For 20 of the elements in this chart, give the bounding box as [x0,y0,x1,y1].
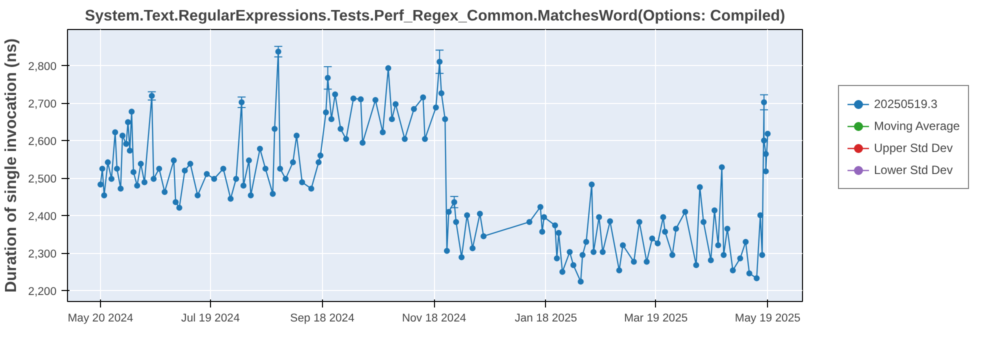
x-tick-label: Jul 19 2024 [181,312,240,324]
y-tick-label: 2,200 [28,286,57,298]
y-tick-label: 2,600 [28,136,57,148]
y-tick-label: 2,700 [28,98,57,110]
x-tick-label: Mar 19 2025 [624,312,688,324]
legend-label: Upper Std Dev [874,141,953,155]
x-tick-label: May 20 2024 [68,312,134,324]
legend-label: Moving Average [874,119,960,133]
x-tick-label: Nov 18 2024 [402,312,466,324]
y-axis-title: Duration of single invocation (ns) [3,38,20,293]
y-tick-label: 2,300 [28,248,57,260]
legend-label: 20250519.3 [874,97,938,111]
y-tick-label: 2,500 [28,173,57,186]
y-tick-label: 2,800 [28,60,57,73]
x-tick-label: Jan 18 2025 [514,312,578,324]
chart-title: System.Text.RegularExpressions.Tests.Perf_Regex_Common.MatchesWord(Options: Compiled) [84,8,786,24]
y-tick-label: 2,400 [28,210,57,223]
legend-label: Lower Std Dev [874,163,953,177]
x-tick-label: Sep 18 2024 [290,312,354,324]
x-tick-label: May 19 2025 [734,312,800,324]
